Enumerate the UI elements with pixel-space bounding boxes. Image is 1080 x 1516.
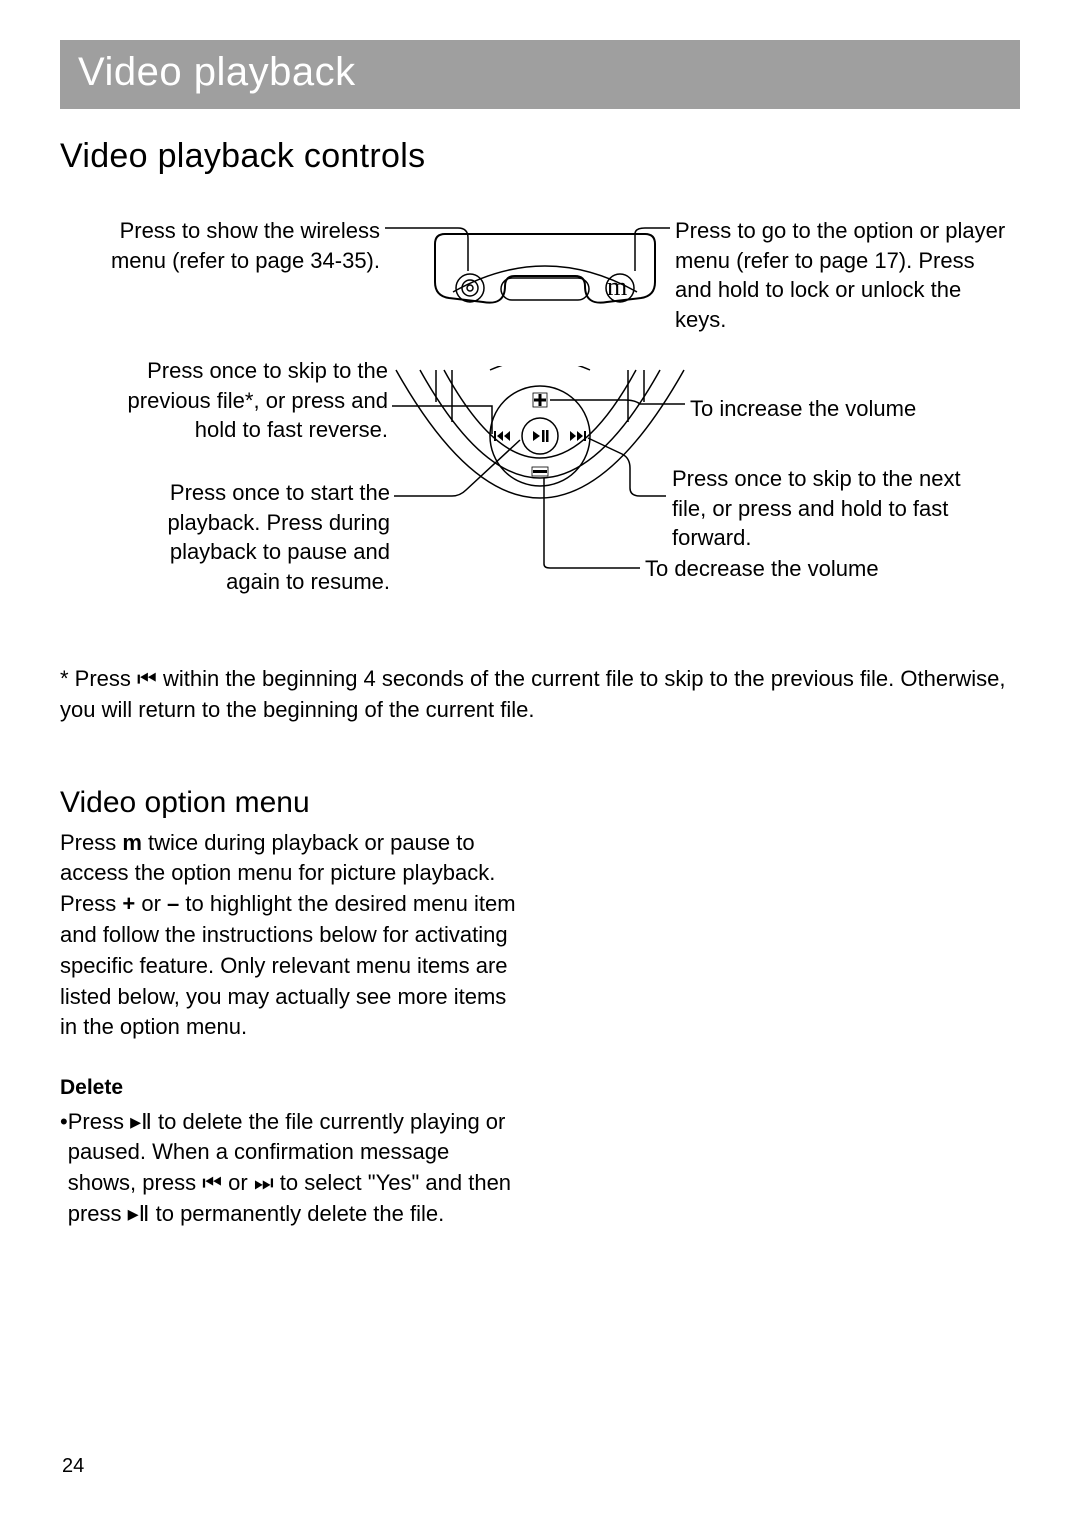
bullet-dot: • bbox=[60, 1107, 68, 1230]
delete-bullet: • Press ▸Ⅱ to delete the file currently … bbox=[60, 1107, 520, 1230]
leader-lines-bottom bbox=[60, 206, 1020, 636]
minus-key-bold: – bbox=[167, 891, 179, 916]
option-menu-heading: Video option menu bbox=[60, 786, 1020, 820]
m-key-bold: m bbox=[122, 830, 142, 855]
prev-track-icon: ⏮ bbox=[137, 666, 157, 691]
option-menu-intro: Press m twice during playback or pause t… bbox=[60, 828, 520, 1044]
delete-text: Press ▸Ⅱ to delete the file currently pl… bbox=[68, 1107, 520, 1230]
footnote-a: * Press bbox=[60, 666, 137, 691]
delete-heading: Delete bbox=[60, 1073, 520, 1102]
intro-text-a: Press bbox=[60, 830, 122, 855]
page: Video playback Video playback controls P… bbox=[0, 0, 1080, 1516]
or-text: or bbox=[135, 891, 167, 916]
delete-text-d: to permanently delete the file. bbox=[150, 1201, 445, 1226]
footnote: * Press ⏮ within the beginning 4 seconds… bbox=[60, 664, 1020, 726]
controls-heading: Video playback controls bbox=[60, 137, 1020, 176]
play-pause-icon-2: ▸Ⅱ bbox=[128, 1201, 150, 1226]
delete-text-a: Press bbox=[68, 1109, 130, 1134]
plus-key-bold: + bbox=[122, 891, 135, 916]
or-text-2: or bbox=[222, 1170, 254, 1195]
section-title-bar: Video playback bbox=[60, 40, 1020, 109]
play-pause-icon: ▸Ⅱ bbox=[130, 1109, 152, 1134]
prev-track-icon-2: ⏮ bbox=[202, 1170, 222, 1195]
next-track-icon: ⏭ bbox=[254, 1170, 274, 1195]
page-number: 24 bbox=[62, 1455, 84, 1478]
footnote-b: within the beginning 4 seconds of the cu… bbox=[60, 666, 1006, 722]
controls-diagram: Press to show the wireless menu (refer t… bbox=[60, 206, 1020, 636]
